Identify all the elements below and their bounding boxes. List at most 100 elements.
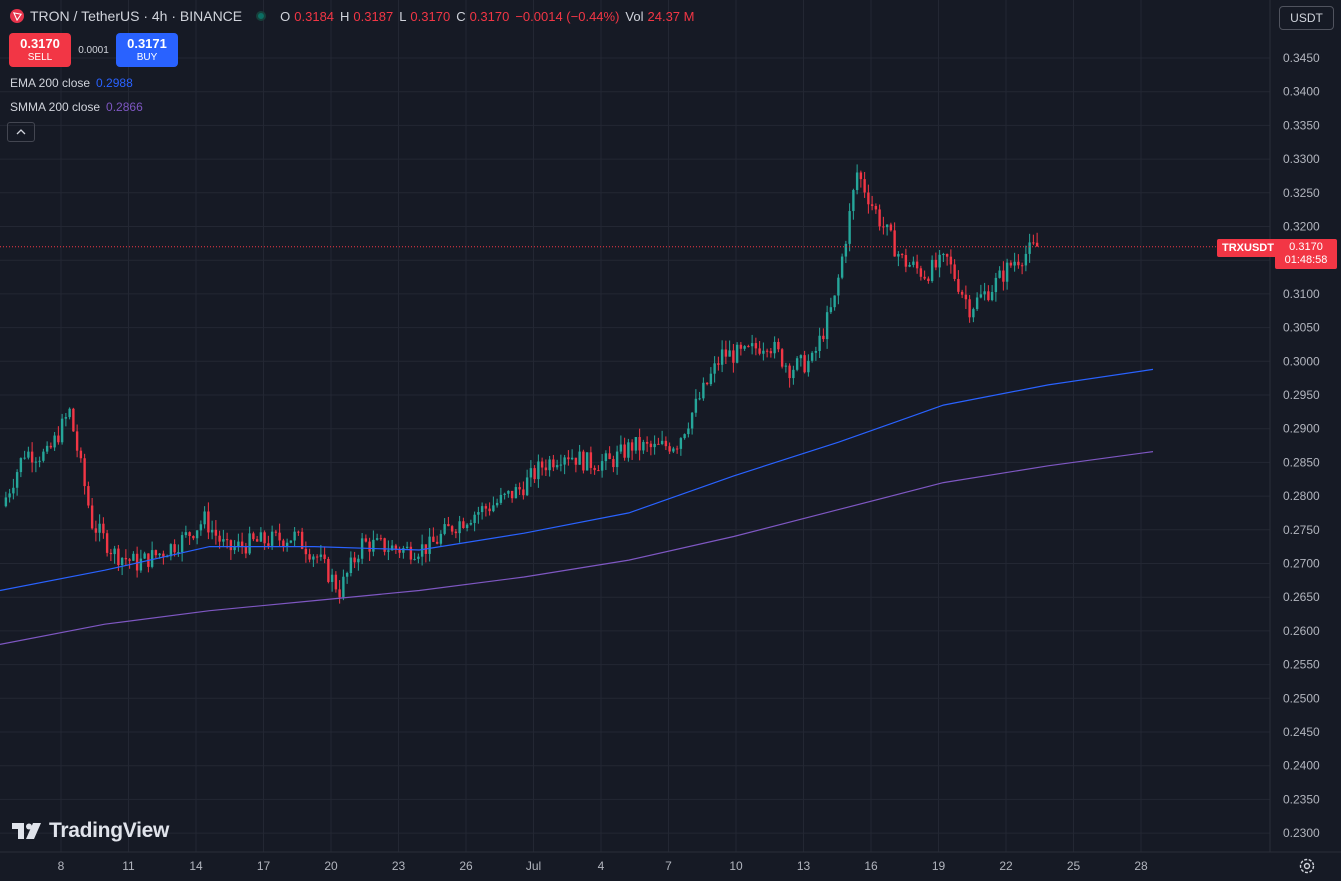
candle-body (405, 546, 409, 549)
indicator-ema-legend[interactable]: EMA 200 close 0.2988 (10, 76, 133, 90)
indicator-lines (0, 368, 1154, 645)
sell-button[interactable]: 0.3170 SELL (9, 33, 71, 67)
candle-body (4, 497, 8, 507)
candle-body (934, 259, 938, 268)
candle-body (443, 524, 446, 534)
candle-body (998, 270, 1001, 278)
candle-body (180, 535, 184, 553)
candle-body (829, 307, 833, 313)
candle-body (664, 440, 668, 447)
candle-body (990, 292, 994, 301)
candle-body (638, 437, 641, 451)
symbol-title[interactable]: TRON / TetherUS · 4h · BINANCE (30, 8, 243, 24)
time-tick-label: 20 (324, 859, 338, 873)
candle-body (484, 506, 488, 509)
candle-body (15, 472, 19, 488)
buy-button[interactable]: 0.3171 BUY (116, 33, 178, 67)
candle-body (214, 529, 218, 536)
candle-body (533, 468, 536, 480)
candle-body (1017, 261, 1020, 266)
candle-body (398, 549, 401, 553)
price-tick-label: 0.2850 (1283, 455, 1320, 469)
candle-body (1013, 261, 1016, 266)
market-status-icon[interactable] (256, 11, 267, 21)
candle-body (435, 541, 439, 544)
candle-body (375, 538, 379, 540)
tradingview-logo[interactable]: TradingView (12, 819, 169, 843)
candle-body (417, 556, 420, 559)
chevron-up-icon (16, 129, 26, 135)
price-tick-label: 0.3450 (1283, 51, 1320, 65)
candle-body (840, 256, 844, 278)
candle-body (960, 291, 964, 295)
candle-body (68, 408, 71, 418)
candle-body (150, 550, 154, 567)
candle-body (353, 557, 356, 563)
trade-panel: 0.3170 SELL 0.0001 0.3171 BUY (9, 33, 178, 67)
indicator-smma-legend[interactable]: SMMA 200 close 0.2866 (10, 100, 143, 114)
candle-body (495, 502, 499, 506)
candle-body (919, 268, 923, 277)
currency-selector[interactable]: USDT (1279, 6, 1334, 30)
candle-body (765, 350, 769, 352)
candle-body (784, 365, 788, 367)
price-axis[interactable]: 0.3450 0.3400 0.3350 0.3300 0.3250 0.3200 0.31… (1283, 51, 1320, 840)
time-axis[interactable]: 8 11 14 17 20 23 26 Jul 4 7 10 13 16 19 22 25 28 (58, 859, 1148, 873)
candle-body (604, 453, 608, 462)
candle-body (529, 468, 533, 478)
candle-body (192, 536, 195, 539)
candle-body (12, 487, 15, 494)
time-tick-label: 23 (392, 859, 406, 873)
candle-body (383, 538, 386, 552)
candle-body (252, 533, 255, 540)
candle-body (698, 398, 701, 400)
candle-body (105, 533, 109, 553)
candle-body (19, 458, 23, 473)
candle-body (304, 548, 308, 555)
price-tick-label: 0.3200 (1283, 220, 1320, 234)
candle-body (739, 344, 743, 349)
candle-body (499, 494, 503, 503)
candle-body (387, 550, 390, 552)
candle-body (402, 548, 405, 553)
settings-gear-icon[interactable] (1298, 857, 1316, 875)
time-tick-label: 10 (729, 859, 743, 873)
candle-body (394, 545, 398, 550)
candle-body (897, 254, 900, 257)
candle-body (964, 294, 968, 300)
candle-body (45, 445, 49, 452)
price-change: −0.0014 (−0.44%) (515, 8, 620, 24)
candle-body (762, 350, 765, 354)
candle-body (510, 490, 514, 499)
time-tick-label: 4 (598, 859, 605, 873)
candle-body (657, 443, 660, 445)
candle-body (42, 451, 45, 461)
candle-body (578, 451, 581, 465)
candle-body (972, 309, 975, 318)
candle-body (237, 541, 240, 547)
candle-body (113, 548, 116, 555)
candle-body (728, 350, 731, 357)
candle-body (942, 254, 945, 256)
candle-body (488, 508, 491, 512)
candle-body (1035, 242, 1039, 247)
candle-body (514, 487, 518, 499)
candle-body (807, 360, 810, 373)
candle-body (615, 451, 619, 468)
price-tick-label: 0.2300 (1283, 826, 1320, 840)
candle-body (409, 546, 413, 560)
candle-body (315, 556, 319, 558)
candle-body (619, 444, 623, 452)
candle-body (818, 335, 821, 351)
candle-body (874, 205, 878, 210)
candle-body (709, 373, 713, 385)
candle-body (23, 457, 26, 459)
candle-body (687, 428, 690, 435)
candle-body (184, 532, 188, 536)
candle-body (169, 544, 173, 557)
candle-body (278, 532, 281, 541)
chart-grid (0, 0, 1270, 852)
candle-body (458, 521, 461, 534)
collapse-legend-button[interactable] (7, 122, 35, 142)
